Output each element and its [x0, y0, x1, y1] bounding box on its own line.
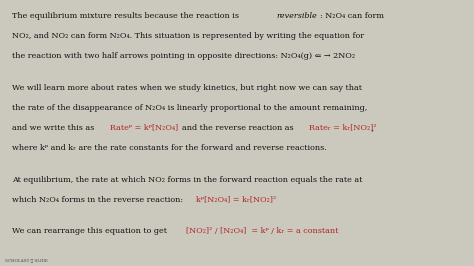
Text: [NO₂]² / [N₂O₄]  = kᵖ / kᵣ = a constant: [NO₂]² / [N₂O₄] = kᵖ / kᵣ = a constant [186, 227, 338, 235]
Text: : N₂O₄ can form: : N₂O₄ can form [320, 12, 384, 20]
Text: and we write this as: and we write this as [12, 124, 97, 132]
Text: We will learn more about rates when we study kinetics, but right now we can say : We will learn more about rates when we s… [12, 84, 362, 92]
Text: We can rearrange this equation to get: We can rearrange this equation to get [12, 227, 167, 235]
Text: Rateᵖ = kᵖ[N₂O₄]: Rateᵖ = kᵖ[N₂O₄] [110, 124, 179, 132]
Text: the rate of the disappearance of N₂O₄ is linearly proportional to the amount rem: the rate of the disappearance of N₂O₄ is… [12, 104, 367, 112]
Text: and the reverse reaction as: and the reverse reaction as [182, 124, 299, 132]
Text: ,: , [369, 124, 374, 132]
Text: where kᵖ and kᵣ are the rate constants for the forward and reverse reactions.: where kᵖ and kᵣ are the rate constants f… [12, 144, 327, 152]
Text: SCHOLAST Ⓢ SLIDE: SCHOLAST Ⓢ SLIDE [5, 258, 47, 262]
Text: kᵖ[N₂O₄] = kᵣ[NO₂]²: kᵖ[N₂O₄] = kᵣ[NO₂]² [196, 196, 276, 203]
Text: Rateᵣ = kᵣ[NO₂]²: Rateᵣ = kᵣ[NO₂]² [309, 124, 377, 132]
Text: reversible: reversible [276, 12, 317, 20]
Text: The equilibrium mixture results because the reaction is: The equilibrium mixture results because … [12, 12, 241, 20]
Text: At equilibrium, the rate at which NO₂ forms in the forward reaction equals the r: At equilibrium, the rate at which NO₂ fo… [12, 176, 362, 184]
Text: which N₂O₄ forms in the reverse reaction:: which N₂O₄ forms in the reverse reaction… [12, 196, 191, 203]
Text: the reaction with two half arrows pointing in opposite directions: N₂O₄(g) ⇐ → 2: the reaction with two half arrows pointi… [12, 52, 355, 60]
Text: NO₂, and NO₂ can form N₂O₄. This situation is represented by writing the equatio: NO₂, and NO₂ can form N₂O₄. This situati… [12, 32, 364, 40]
